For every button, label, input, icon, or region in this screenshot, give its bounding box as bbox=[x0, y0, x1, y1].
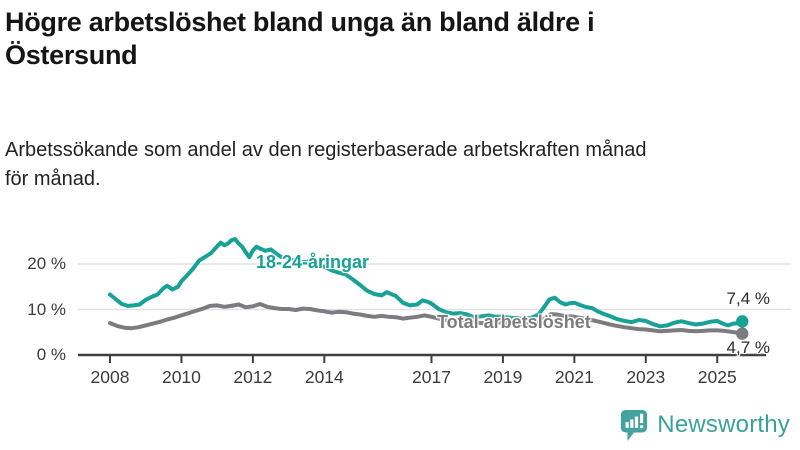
newsworthy-logo-icon bbox=[621, 410, 648, 441]
x-tick-label: 2012 bbox=[233, 367, 273, 387]
series-line-total bbox=[108, 302, 745, 336]
series-label-total: Total arbetslöshet bbox=[437, 312, 591, 332]
subtitle-line-1: Arbetssökande som andel av den registerb… bbox=[5, 139, 647, 161]
x-tick-label: 2019 bbox=[483, 367, 523, 387]
page-title: Högre arbetslöshet bland unga än bland ä… bbox=[5, 6, 785, 72]
x-tick-label: 2014 bbox=[304, 367, 344, 387]
end-value-label-youth: 7,4 % bbox=[726, 289, 770, 308]
subtitle-line-2: för månad. bbox=[5, 168, 101, 190]
series-end-dot-total bbox=[736, 327, 749, 340]
x-tick-label: 2017 bbox=[412, 367, 451, 387]
x-tick-label: 2008 bbox=[90, 367, 130, 387]
title-line-2: Östersund bbox=[5, 40, 138, 70]
x-tick-label: 2010 bbox=[161, 367, 201, 387]
y-tick-label-0: 0 % bbox=[36, 345, 66, 364]
footer-brand: Newsworthy bbox=[619, 408, 790, 442]
title-line-1: Högre arbetslöshet bland unga än bland ä… bbox=[5, 7, 595, 37]
y-tick-label-10: 10 % bbox=[27, 299, 66, 319]
y-tick-label-20: 20 % bbox=[27, 254, 66, 273]
series-label-youth: 18-24-åringar bbox=[256, 252, 370, 272]
chart-subtitle: Arbetssökande som andel av den registerb… bbox=[5, 136, 795, 194]
brand-name: Newsworthy bbox=[657, 411, 790, 438]
end-value-label-total: 4,7 % bbox=[726, 338, 770, 357]
x-tick-label: 2023 bbox=[626, 367, 666, 387]
x-tick-label: 2021 bbox=[554, 367, 594, 387]
x-tick-label: 2025 bbox=[697, 367, 737, 387]
series-end-dot-youth bbox=[736, 315, 749, 328]
series-line-youth bbox=[108, 237, 745, 329]
